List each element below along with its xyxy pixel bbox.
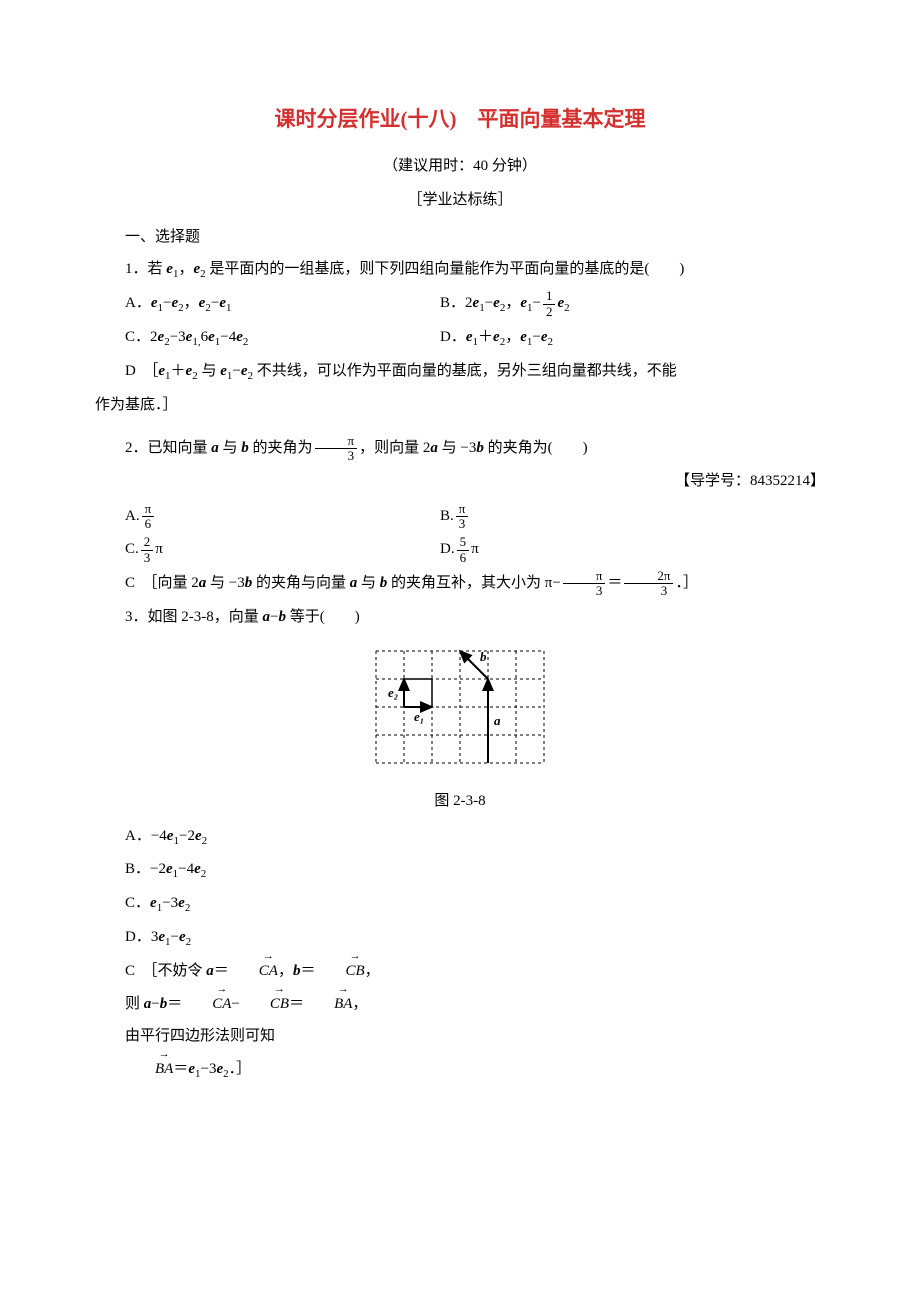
q2-options-row2: C.23π D.56π bbox=[125, 535, 825, 565]
q1-answer: D ［e1＋e2 与 e1−e2 不共线，可以作为平面向量的基底，另外三组向量都… bbox=[95, 357, 825, 387]
q1-options-row2: C．2e2−3e1,6e1−4e2 D．e1＋e2，e1−e2 bbox=[125, 323, 825, 353]
q3-figure: e₁ e₂ a b bbox=[95, 639, 825, 779]
q2-option-a: A.π6 bbox=[125, 502, 440, 532]
q2-stem: 2．已知向量 a 与 b 的夹角为π3，则向量 2a 与 −3b 的夹角为( ) bbox=[95, 434, 825, 464]
time-hint: （建议用时：40 分钟） bbox=[95, 152, 825, 181]
q1-option-d: D．e1＋e2，e1−e2 bbox=[440, 323, 825, 353]
q2-option-d: D.56π bbox=[440, 535, 825, 565]
svg-text:a: a bbox=[494, 713, 501, 728]
q1-stem: 1．若 e1，e2 是平面内的一组基底，则下列四组向量能作为平面向量的基底的是(… bbox=[95, 255, 825, 285]
q1-option-c: C．2e2−3e1,6e1−4e2 bbox=[125, 323, 440, 353]
q3-stem: 3．如图 2-3-8，向量 a−b 等于( ) bbox=[95, 603, 825, 632]
vector-grid-diagram: e₁ e₂ a b bbox=[360, 639, 560, 779]
q3-option-b: B．−2e1−4e2 bbox=[95, 855, 825, 885]
q3-answer-line3: 由平行四边形法则可知 bbox=[95, 1022, 825, 1051]
svg-text:e₂: e₂ bbox=[388, 685, 398, 700]
q3-option-c: C．e1−3e2 bbox=[95, 889, 825, 919]
q1-answer-tail: 作为基底．］ bbox=[95, 391, 825, 420]
q3-option-d: D．3e1−e2 bbox=[95, 923, 825, 953]
q1-options-row1: A．e1−e2，e2−e1 B．2e1−e2，e1−12e2 bbox=[125, 289, 825, 319]
q1-option-a: A．e1−e2，e2−e1 bbox=[125, 289, 440, 319]
q3-answer-line4: BA＝e1−3e2．］ bbox=[95, 1055, 825, 1085]
q2-answer: C ［向量 2a 与 −3b 的夹角与向量 a 与 b 的夹角互补，其大小为 π… bbox=[95, 569, 825, 599]
q2-option-b: B.π3 bbox=[440, 502, 825, 532]
svg-text:e₁: e₁ bbox=[414, 709, 424, 724]
page-title: 课时分层作业(十八) 平面向量基本定理 bbox=[95, 100, 825, 140]
q1-option-b: B．2e1−e2，e1−12e2 bbox=[440, 289, 825, 319]
q2-options-row1: A.π6 B.π3 bbox=[125, 502, 825, 532]
q2-guide-number: 【导学号：84352214】 bbox=[95, 467, 825, 496]
q3-figure-caption: 图 2-3-8 bbox=[95, 787, 825, 816]
q3-option-a: A．−4e1−2e2 bbox=[95, 822, 825, 852]
q3-answer-line2: 则 a−b＝CA−CB＝BA， bbox=[95, 990, 825, 1019]
section-1-heading: 一、选择题 bbox=[95, 223, 825, 252]
svg-text:b: b bbox=[480, 649, 487, 664]
q2-option-c: C.23π bbox=[125, 535, 440, 565]
section-label: ［学业达标练］ bbox=[95, 186, 825, 215]
